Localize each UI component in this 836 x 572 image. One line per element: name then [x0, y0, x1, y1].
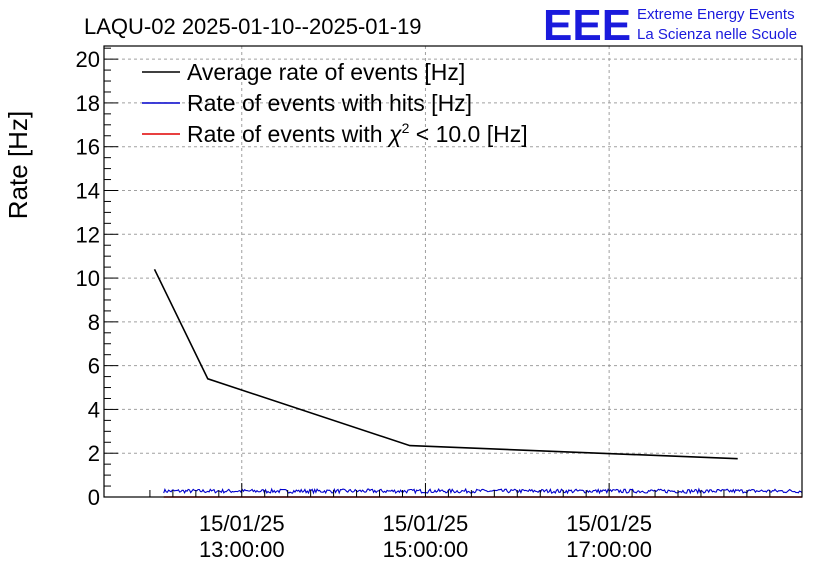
y-tick-label: 6 — [88, 354, 100, 379]
y-tick-label: 18 — [76, 91, 100, 116]
legend-label-chi2: Rate of events with χ2 < 10.0 [Hz] — [187, 120, 528, 147]
x-tick-label-time: 13:00:00 — [199, 537, 285, 562]
x-tick-label-time: 17:00:00 — [566, 537, 652, 562]
series-layer — [153, 268, 803, 498]
y-tick-label: 20 — [76, 47, 100, 72]
x-tick-label-date: 15/01/25 — [383, 511, 469, 536]
logo-line2: La Scienza nelle Scuole — [637, 26, 797, 43]
axes: 0246810121416182015/01/2513:00:0015/01/2… — [76, 47, 771, 562]
logo-text: EEE — [543, 1, 631, 50]
legend-label-hits: Rate of events with hits [Hz] — [187, 90, 472, 116]
legend: Average rate of events [Hz] Rate of even… — [142, 59, 528, 147]
y-tick-label: 0 — [88, 485, 100, 510]
grid — [104, 46, 802, 497]
y-tick-label: 16 — [76, 135, 100, 160]
plot-frame — [103, 45, 803, 498]
y-tick-label: 12 — [76, 222, 100, 247]
y-tick-label: 2 — [88, 441, 100, 466]
chart-title: LAQU-02 2025-01-10--2025-01-19 — [84, 14, 422, 39]
y-tick-label: 14 — [76, 178, 100, 203]
eee-logo: EEE Extreme Energy Events La Scienza nel… — [543, 1, 797, 50]
x-tick-label-time: 15:00:00 — [383, 537, 469, 562]
x-tick-label-date: 15/01/25 — [566, 511, 652, 536]
series-average-rate — [153, 268, 738, 460]
series-hits-rate — [163, 487, 803, 495]
legend-label-average: Average rate of events [Hz] — [187, 59, 465, 85]
y-tick-label: 8 — [88, 310, 100, 335]
x-tick-label-date: 15/01/25 — [199, 511, 285, 536]
y-axis-label: Rate [Hz] — [3, 111, 33, 219]
y-tick-label: 4 — [88, 397, 100, 422]
y-tick-label: 10 — [76, 266, 100, 291]
logo-line1: Extreme Energy Events — [637, 6, 795, 23]
